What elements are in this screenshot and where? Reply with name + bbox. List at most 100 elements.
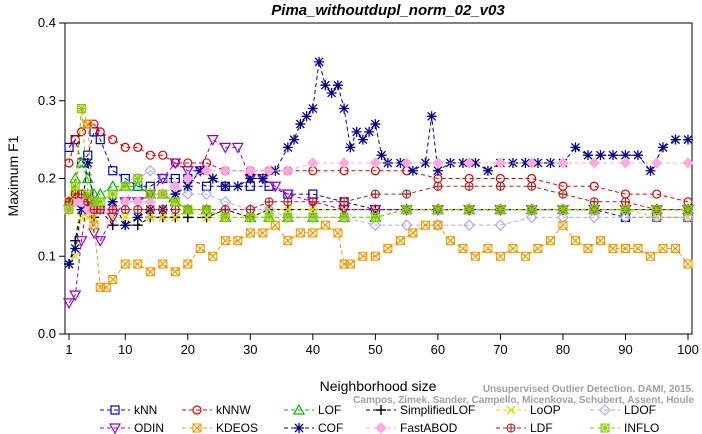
data-point (619, 211, 632, 224)
data-point (320, 220, 330, 230)
data-point (545, 236, 555, 246)
x-tick-label: 1 (65, 342, 72, 357)
data-point (357, 134, 368, 145)
data-point (338, 211, 350, 224)
data-point (220, 236, 230, 246)
data-point (295, 119, 306, 130)
data-point (220, 205, 230, 215)
data-point (270, 220, 280, 230)
data-point (133, 173, 143, 184)
data-point (588, 211, 601, 224)
data-point (76, 127, 87, 137)
data-point (645, 165, 656, 176)
data-point (370, 119, 381, 130)
data-point (307, 103, 318, 114)
data-point (195, 165, 206, 176)
data-point (432, 165, 443, 176)
data-point (683, 205, 693, 215)
series-inflo (64, 103, 693, 222)
data-point (83, 119, 93, 129)
data-point (506, 405, 516, 415)
data-point (308, 189, 318, 199)
data-point (370, 251, 380, 261)
data-point (120, 259, 130, 269)
data-point (133, 205, 143, 215)
data-point (402, 189, 412, 199)
data-point (370, 189, 380, 199)
data-point (657, 142, 668, 153)
data-point (158, 189, 168, 199)
data-point (283, 236, 293, 246)
data-point (108, 166, 118, 176)
data-point (525, 211, 538, 224)
data-point (339, 205, 349, 215)
data-point (682, 211, 694, 224)
legend-item: KDEOS (182, 421, 258, 434)
data-point (433, 181, 443, 191)
data-point (201, 181, 212, 191)
data-point (558, 205, 568, 215)
data-point (383, 243, 393, 254)
data-point (158, 205, 168, 215)
data-point (158, 212, 168, 222)
data-point (183, 259, 193, 269)
data-point (62, 298, 76, 310)
data-point (232, 181, 243, 192)
data-point (206, 135, 219, 146)
y-tick-label: 0.0 (38, 326, 56, 341)
data-point (95, 205, 105, 215)
data-point (582, 150, 593, 161)
data-point (620, 243, 631, 254)
data-point (192, 405, 202, 415)
data-point (64, 197, 74, 207)
data-point (245, 212, 255, 222)
x-tick-label: 90 (618, 342, 632, 357)
data-point (432, 157, 444, 169)
data-point (132, 212, 143, 223)
data-point (308, 197, 318, 207)
data-point (470, 157, 481, 168)
data-point (314, 56, 325, 67)
data-point (263, 165, 275, 177)
data-point (95, 197, 105, 207)
data-point (464, 181, 474, 191)
data-point (494, 157, 507, 169)
data-point (495, 251, 505, 261)
legend: kNN kNNW LOF SimplifiedLOF LoOP LDOF ODIN KDEOS… (100, 403, 659, 434)
data-point (570, 236, 581, 246)
data-point (588, 157, 600, 169)
data-point (120, 181, 130, 191)
y-axis: 0.0 0.1 0.2 0.3 0.4 (38, 15, 65, 341)
data-point (345, 259, 355, 269)
data-point (181, 188, 194, 200)
data-point (464, 205, 474, 215)
data-point (420, 220, 430, 230)
data-point (219, 142, 232, 154)
data-point (282, 165, 294, 177)
data-point (120, 142, 130, 152)
x-tick-label: 100 (677, 342, 699, 357)
data-point (407, 165, 418, 176)
data-point (583, 243, 593, 254)
data-point (192, 423, 202, 433)
data-point (292, 403, 306, 415)
data-point (445, 236, 455, 246)
data-point (258, 228, 268, 238)
legend-label: KDEOS (216, 421, 258, 434)
data-point (364, 126, 375, 137)
data-point (494, 219, 507, 231)
legend-label: ODIN (134, 421, 164, 434)
data-point (120, 212, 130, 222)
data-point (170, 197, 180, 207)
data-point (619, 157, 632, 169)
data-point (345, 142, 356, 153)
data-point (120, 205, 130, 215)
data-point (64, 158, 74, 168)
data-point (282, 142, 293, 153)
data-point (495, 205, 505, 215)
data-point (220, 212, 230, 222)
data-point (283, 197, 293, 207)
data-point (525, 157, 538, 169)
legend-label: SimplifiedLOF (400, 403, 475, 417)
